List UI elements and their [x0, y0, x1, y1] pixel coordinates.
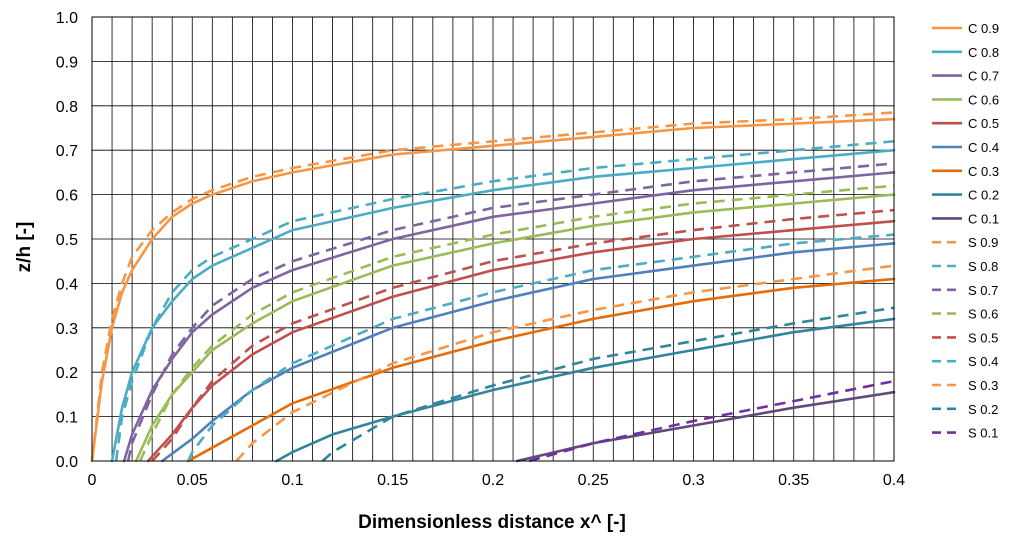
x-tick-label: 0.35 — [778, 472, 809, 489]
series-line — [515, 390, 896, 463]
legend-label: C 0.2 — [968, 188, 999, 203]
series-line — [138, 184, 895, 462]
y-tick-label: 0.3 — [56, 321, 78, 338]
legend-label: C 0.9 — [968, 21, 999, 36]
y-tick-label: 1.0 — [56, 10, 78, 27]
legend-label: C 0.8 — [968, 45, 999, 60]
series-line — [187, 233, 895, 462]
legend-label: S 0.7 — [968, 283, 998, 298]
legend-label: C 0.3 — [968, 164, 999, 179]
legend-label: S 0.8 — [968, 259, 998, 274]
x-tick-label: 0.1 — [281, 472, 303, 489]
legend-label: S 0.5 — [968, 330, 998, 345]
series-line — [235, 264, 895, 462]
series-line — [160, 242, 896, 463]
y-tick-labels: 0.0 0.1 0.2 0.3 0.4 0.5 0.6 0.7 0.8 0.9 1.0 — [56, 10, 78, 471]
series-line — [321, 306, 895, 462]
legend: C 0.9 C 0.8 C 0.7 C 0.6 C 0.5 C 0.4 C 0.3 C 0.2… — [932, 21, 999, 441]
x-tick-labels: 0 0.05 0.1 0.15 0.2 0.25 0.3 0.35 0.4 — [88, 472, 906, 489]
y-tick-label: 0.7 — [56, 143, 78, 160]
series-line — [110, 148, 896, 463]
series-line — [90, 117, 896, 463]
legend-label: S 0.3 — [968, 378, 998, 393]
x-tick-label: 0.05 — [177, 472, 208, 489]
series-line — [126, 162, 895, 462]
legend-label: C 0.5 — [968, 116, 999, 131]
legend-label: S 0.1 — [968, 426, 998, 441]
gridlines — [92, 17, 894, 461]
series-line — [122, 171, 896, 463]
y-axis-label: z/h [-] — [14, 222, 35, 273]
legend-label: S 0.6 — [968, 307, 998, 322]
series-line — [114, 140, 895, 462]
y-tick-label: 0.2 — [56, 365, 78, 382]
x-tick-label: 0 — [88, 472, 97, 489]
series-lines — [90, 111, 896, 463]
y-tick-label: 0.8 — [56, 99, 78, 116]
y-tick-label: 0.4 — [56, 276, 78, 293]
series-line — [275, 317, 896, 463]
series-line — [186, 277, 896, 463]
legend-label: C 0.7 — [968, 69, 999, 84]
legend-label: C 0.1 — [968, 211, 999, 226]
x-tick-label: 0.3 — [682, 472, 704, 489]
legend-label: C 0.6 — [968, 92, 999, 107]
y-tick-label: 0.0 — [56, 454, 78, 471]
legend-label: S 0.2 — [968, 402, 998, 417]
legend-label: S 0.4 — [968, 354, 998, 369]
x-tick-label: 0.25 — [578, 472, 609, 489]
y-tick-label: 0.1 — [56, 410, 78, 427]
y-tick-label: 0.6 — [56, 188, 78, 205]
legend-label: C 0.4 — [968, 140, 999, 155]
series-line — [151, 208, 895, 462]
plot-frame — [91, 16, 895, 462]
x-axis-label: Dimensionless distance x^ [-] — [358, 512, 626, 533]
x-tick-label: 0.15 — [377, 472, 408, 489]
x-tick-label: 0.2 — [482, 472, 504, 489]
x-tick-label: 0.4 — [883, 472, 905, 489]
y-tick-label: 0.5 — [56, 232, 78, 249]
legend-label: S 0.9 — [968, 235, 998, 250]
series-line — [90, 111, 895, 462]
axes — [91, 16, 895, 462]
y-tick-label: 0.9 — [56, 54, 78, 71]
series-line — [528, 379, 895, 463]
